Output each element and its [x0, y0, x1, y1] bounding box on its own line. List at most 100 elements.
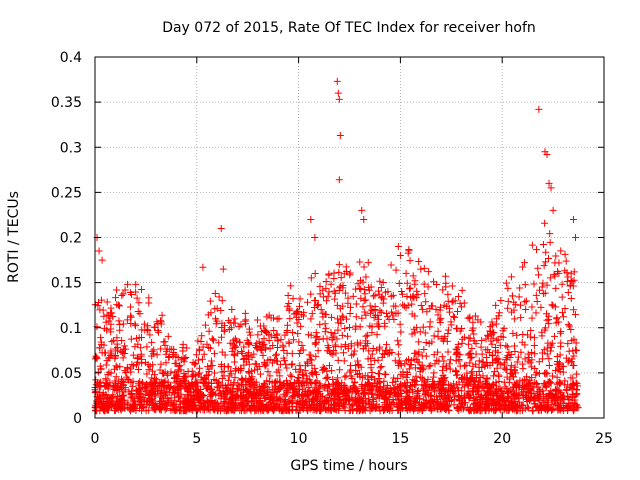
roti-point: [160, 338, 168, 346]
roti-point: [467, 375, 475, 383]
roti-point: [349, 292, 357, 300]
roti-point: [307, 397, 315, 405]
roti-point: [381, 347, 389, 355]
roti-point: [463, 390, 471, 398]
roti-point: [286, 385, 294, 393]
x-tick-label: 5: [192, 431, 201, 447]
roti-point: [118, 291, 126, 299]
roti-point: [269, 342, 277, 350]
roti-point: [353, 371, 361, 379]
roti-point: [378, 392, 386, 400]
roti-point: [513, 380, 521, 388]
roti-point: [431, 388, 439, 396]
roti-point: [332, 349, 340, 357]
roti-point: [530, 334, 538, 342]
roti-point: [102, 375, 110, 383]
roti-point: [180, 374, 188, 382]
roti-point: [198, 332, 206, 340]
roti-point: [366, 401, 374, 409]
roti-point: [342, 315, 350, 323]
roti-point: [543, 350, 551, 358]
roti-point: [297, 346, 305, 354]
roti-point: [127, 390, 135, 398]
roti-point: [379, 278, 387, 286]
roti-point: [295, 302, 303, 310]
roti-point: [127, 378, 135, 386]
roti-point: [357, 285, 365, 293]
roti-point: [307, 290, 315, 298]
roti-point: [540, 346, 548, 354]
roti-point: [132, 288, 140, 296]
roti-point: [436, 319, 444, 327]
roti-point: [231, 319, 239, 327]
roti-point: [255, 338, 263, 346]
roti-point: [362, 337, 370, 345]
roti-point: [182, 405, 190, 413]
roti-point: [322, 285, 330, 293]
roti-point: [402, 404, 410, 412]
roti-point: [446, 365, 454, 373]
roti-point: [522, 297, 530, 305]
roti-point: [230, 379, 238, 387]
roti-peak-point: [217, 224, 225, 232]
roti-point: [532, 309, 540, 317]
roti-peak-point: [360, 215, 368, 223]
roti-point: [148, 338, 156, 346]
roti-point: [121, 342, 129, 350]
roti-point: [572, 346, 580, 354]
roti-point: [133, 294, 141, 302]
roti-point: [306, 387, 314, 395]
roti-point: [535, 358, 543, 366]
roti-point: [554, 361, 562, 369]
roti-point: [530, 280, 538, 288]
roti-point: [528, 374, 536, 382]
roti-point: [498, 387, 506, 395]
roti-point: [299, 392, 307, 400]
roti-point: [245, 360, 253, 368]
roti-point: [373, 331, 381, 339]
roti-point: [215, 339, 223, 347]
x-tick-label: 20: [493, 431, 511, 447]
roti-point: [273, 357, 281, 365]
roti-point: [413, 287, 421, 295]
roti-point: [538, 349, 546, 357]
roti-point: [422, 339, 430, 347]
roti-point: [546, 274, 554, 282]
roti-point: [288, 361, 296, 369]
roti-point: [464, 378, 472, 386]
x-tick-label: 25: [595, 431, 613, 447]
roti-point: [504, 343, 512, 351]
roti-point: [513, 358, 521, 366]
roti-point: [140, 320, 148, 328]
roti-point: [567, 270, 575, 278]
roti-point: [245, 340, 253, 348]
roti-point: [556, 403, 564, 411]
roti-point: [423, 308, 431, 316]
roti-point: [179, 340, 187, 348]
roti-point: [402, 269, 410, 277]
roti-point: [364, 259, 372, 267]
roti-point: [389, 378, 397, 386]
roti-point: [374, 287, 382, 295]
roti-point: [147, 389, 155, 397]
roti-point: [285, 306, 293, 314]
roti-point: [427, 302, 435, 310]
roti-point: [381, 322, 389, 330]
roti-point: [218, 374, 226, 382]
roti-point: [545, 404, 553, 412]
roti-point: [189, 380, 197, 388]
roti-point: [542, 324, 550, 332]
roti-point: [177, 407, 185, 415]
roti-point: [169, 352, 177, 360]
roti-point: [120, 396, 128, 404]
roti-point: [163, 388, 171, 396]
roti-point: [331, 329, 339, 337]
roti-point: [208, 357, 216, 365]
roti-point: [430, 369, 438, 377]
roti-point: [437, 315, 445, 323]
roti-peak-point: [95, 247, 103, 255]
roti-point: [288, 372, 296, 380]
roti-point: [176, 398, 184, 406]
roti-point: [361, 290, 369, 298]
roti-point: [334, 326, 342, 334]
